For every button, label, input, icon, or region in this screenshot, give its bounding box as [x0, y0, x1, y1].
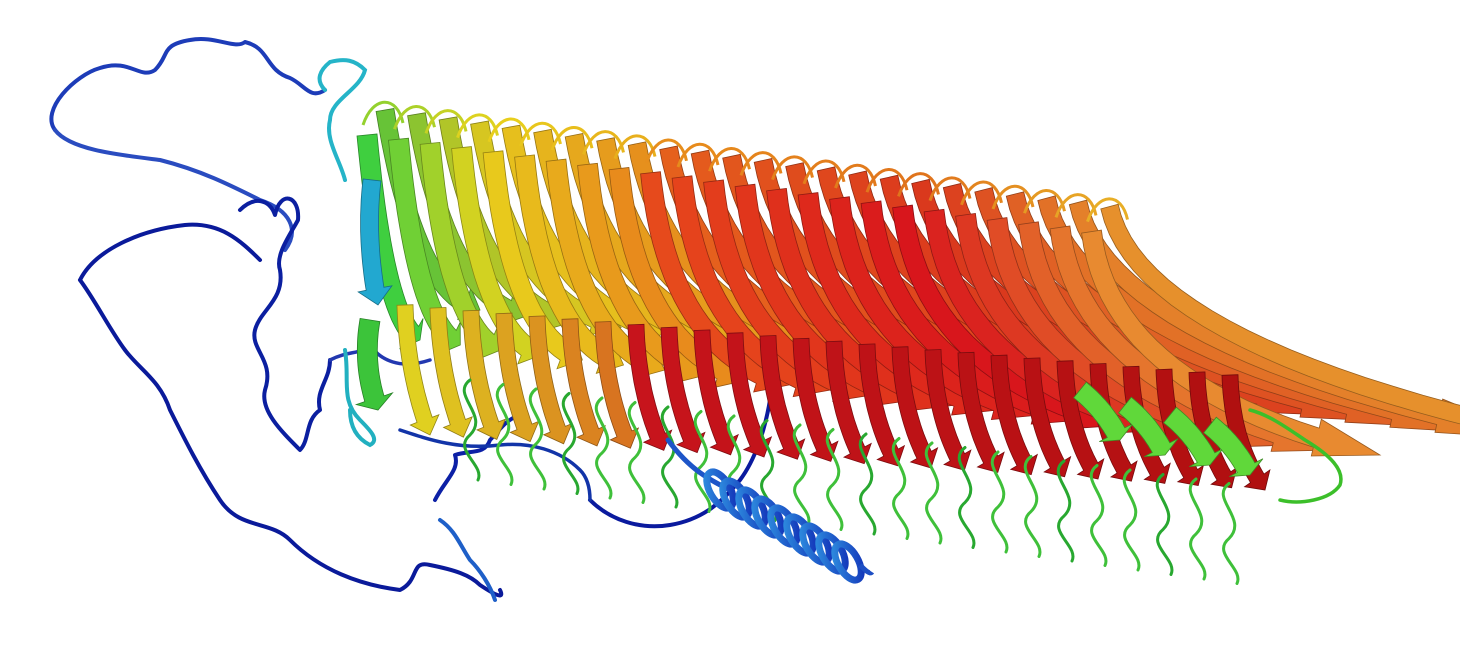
beta-strand-arrow — [660, 326, 706, 454]
helix-tail — [858, 563, 875, 576]
beta-strand-arrow — [495, 312, 540, 443]
beta-strand-arrow — [759, 335, 806, 460]
turn-loop — [1155, 473, 1174, 576]
cyan-loop — [317, 58, 377, 448]
beta-strand-arrow — [528, 315, 573, 445]
turn-loop — [957, 446, 976, 549]
beta-strand-arrow — [561, 318, 606, 447]
beta-strand-arrow — [957, 351, 1005, 473]
beta-strand-arrow — [1023, 357, 1072, 478]
beta-strand-arrow — [1221, 374, 1271, 491]
turn-loop — [462, 378, 481, 482]
turn-loop — [1023, 455, 1042, 558]
c-terminal-loop — [1248, 408, 1343, 504]
beta-strand-arrow — [825, 340, 872, 465]
turn-loop — [1221, 482, 1240, 585]
turn-loop — [792, 423, 811, 527]
turn-loop — [528, 387, 547, 491]
beta-strand-arrow — [924, 349, 972, 471]
beta-strand-arrow — [1203, 416, 1264, 477]
turn-loop — [1188, 477, 1207, 581]
beta-strand-arrow — [792, 337, 839, 462]
beta-strand-arrow — [990, 354, 1038, 476]
turn-loop — [1122, 468, 1141, 572]
turn-loop — [924, 441, 943, 545]
beta-strand-arrow — [1118, 396, 1179, 457]
beta-strand-array — [354, 100, 1460, 491]
beta-strand-arrow — [357, 178, 393, 306]
turn-loop — [660, 405, 679, 509]
turn-loop — [561, 392, 580, 495]
alpha-helix — [665, 437, 875, 584]
top-turn — [1086, 197, 1129, 223]
beta-strand-arrow — [1073, 381, 1134, 442]
turn-loop — [990, 450, 1009, 554]
beta-strand-arrow — [858, 343, 906, 467]
beta-strand-arrow — [396, 304, 440, 436]
beta-strand-arrow — [1100, 203, 1460, 425]
beta-strand-arrow — [462, 309, 507, 440]
beta-strand-arrow — [388, 137, 461, 355]
turn-loops — [462, 378, 1240, 585]
helix-turn — [831, 540, 865, 584]
turn-loop — [1089, 464, 1108, 567]
turn-loop — [825, 428, 844, 531]
turn-loop — [891, 437, 910, 540]
turn-loop — [594, 396, 613, 500]
beta-strand-arrow — [1163, 406, 1224, 467]
turn-loop — [693, 410, 712, 513]
turn-loop — [858, 432, 877, 536]
beta-strand-arrow — [354, 317, 394, 411]
turn-loop — [495, 383, 514, 486]
turn-loop — [627, 401, 646, 504]
beta-strand-arrow — [594, 321, 640, 449]
turn-loop — [1056, 459, 1075, 563]
beta-strand-arrow — [891, 346, 939, 469]
beta-strand-arrow — [429, 307, 473, 438]
